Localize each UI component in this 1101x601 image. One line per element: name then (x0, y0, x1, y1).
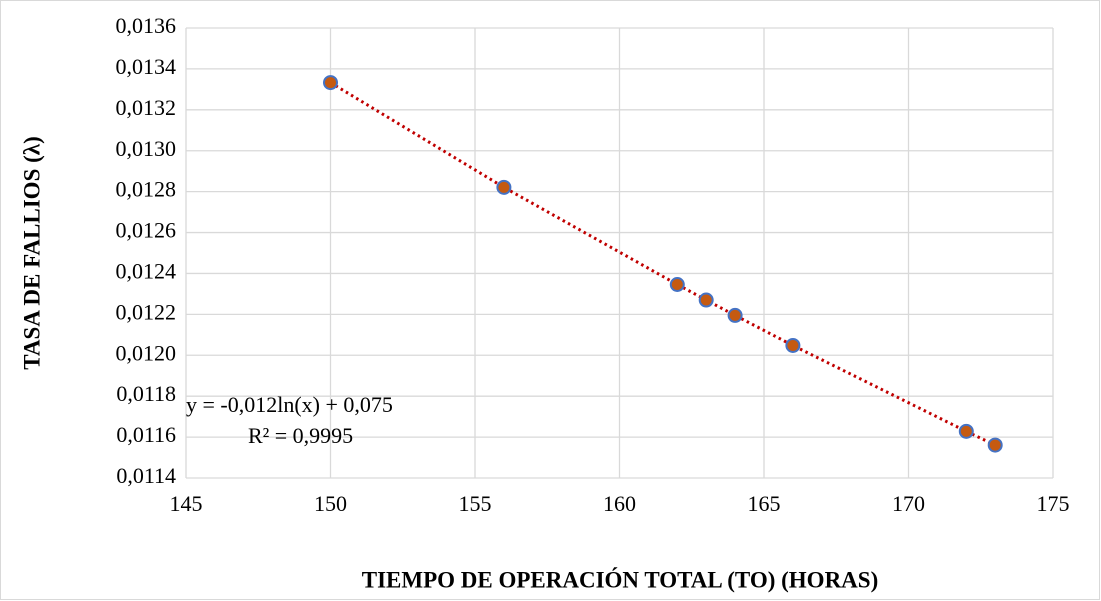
point (958, 423, 974, 439)
x-tick-label: 170 (892, 491, 925, 516)
y-tick-label: 0,0134 (116, 54, 177, 79)
y-tick-label: 0,0136 (116, 13, 177, 38)
y-tick-label: 0,0120 (116, 340, 177, 365)
x-tick-label: 150 (314, 491, 347, 516)
x-tick-label: 155 (459, 491, 492, 516)
y-tick-label: 0,0126 (116, 218, 177, 243)
y-tick-label: 0,0118 (116, 381, 176, 406)
point (727, 307, 743, 323)
point (698, 292, 714, 308)
x-tick-label: 175 (1037, 491, 1070, 516)
y-axis-title: TASA DE FALLIOS (λ) (19, 136, 44, 369)
y-tick-label: 0,0116 (116, 422, 176, 447)
y-tick-label: 0,0128 (116, 177, 177, 202)
y-tick-label: 0,0130 (116, 136, 177, 161)
annotation: R² = 0,9995 (248, 423, 353, 448)
point (987, 437, 1003, 453)
x-tick-label: 165 (748, 491, 781, 516)
y-tick-label: 0,0114 (116, 463, 176, 488)
trendline (329, 81, 996, 447)
y-tick-label: 0,0122 (116, 299, 177, 324)
point (785, 337, 801, 353)
annotation: y = -0,012ln(x) + 0,075 (186, 392, 393, 417)
x-axis-title: TIEMPO DE OPERACIÓN TOTAL (TO) (HORAS) (362, 566, 879, 592)
point (323, 75, 338, 91)
y-tick-label: 0,0132 (116, 95, 177, 120)
point (496, 179, 512, 195)
y-tick-label: 0,0124 (116, 259, 177, 284)
x-tick-label: 145 (170, 491, 203, 516)
point (669, 277, 685, 292)
x-tick-label: 160 (603, 491, 636, 516)
